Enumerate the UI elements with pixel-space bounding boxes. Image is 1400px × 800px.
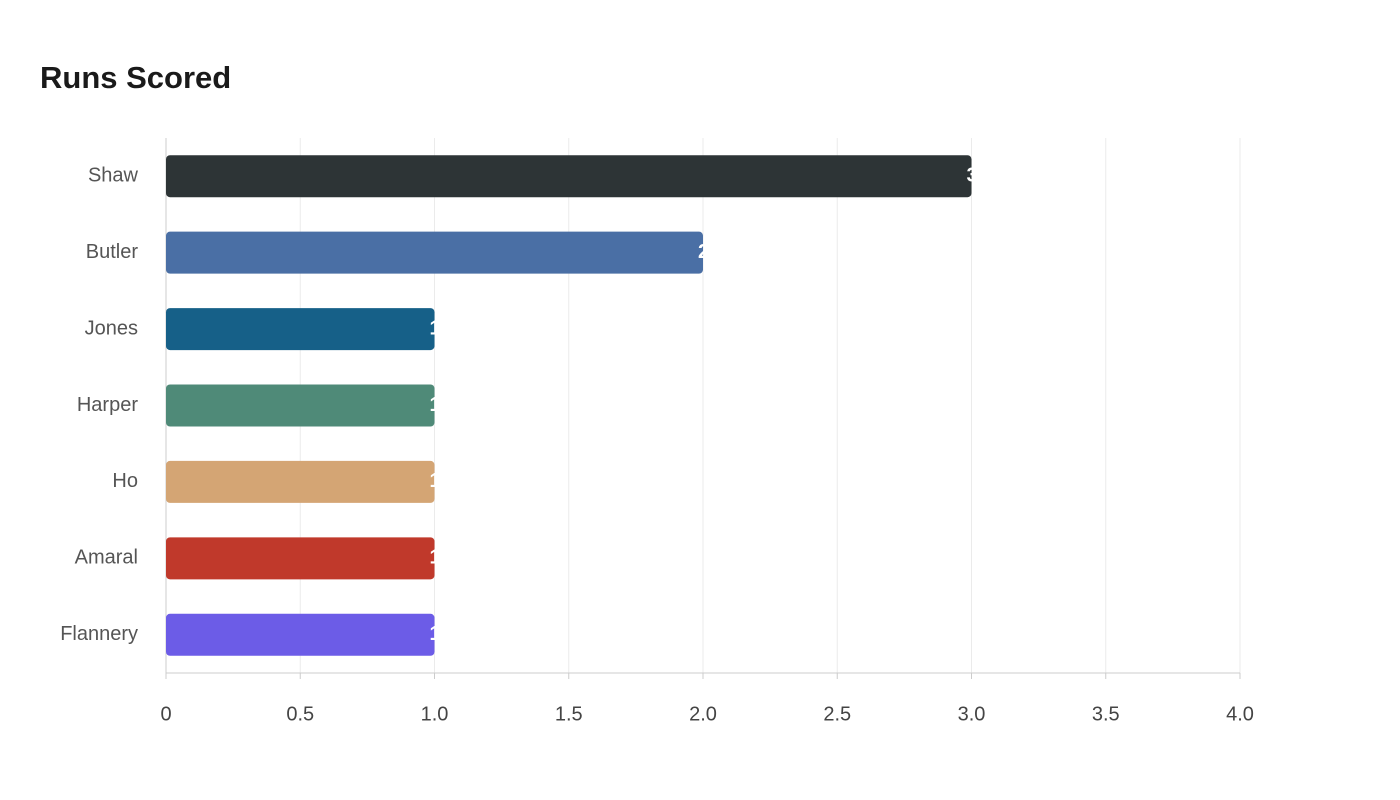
data-label: 1: [430, 470, 441, 492]
y-tick-label: Jones: [85, 317, 138, 339]
bar: [166, 460, 435, 503]
y-tick-label: Ho: [112, 470, 138, 492]
data-label: 3: [967, 164, 978, 186]
data-label: 1: [430, 547, 441, 569]
data-label: 2: [698, 241, 709, 263]
x-tick-label: 1.0: [421, 703, 449, 725]
x-tick-label: 4.0: [1226, 703, 1254, 725]
y-tick-label: Shaw: [88, 164, 139, 186]
x-tick-label: 3.5: [1092, 703, 1120, 725]
y-tick-label: Harper: [77, 394, 138, 416]
bar: [166, 537, 435, 580]
bar: [166, 384, 435, 427]
bar: [166, 231, 703, 274]
x-tick-label: 0.5: [286, 703, 314, 725]
y-tick-label: Amaral: [75, 547, 138, 569]
bar: [166, 308, 435, 351]
x-tick-label: 3.0: [958, 703, 986, 725]
bar: [166, 613, 435, 656]
data-label: 1: [430, 394, 441, 416]
x-tick-label: 2.0: [689, 703, 717, 725]
x-tick-label: 2.5: [823, 703, 851, 725]
data-label: 1: [430, 623, 441, 645]
chart-title: Runs Scored: [40, 60, 231, 95]
data-label: 1: [430, 317, 441, 339]
x-tick-label: 0: [160, 703, 171, 725]
y-tick-label: Butler: [86, 241, 139, 263]
bar: [166, 155, 972, 198]
y-tick-label: Flannery: [60, 623, 138, 645]
x-tick-label: 1.5: [555, 703, 583, 725]
